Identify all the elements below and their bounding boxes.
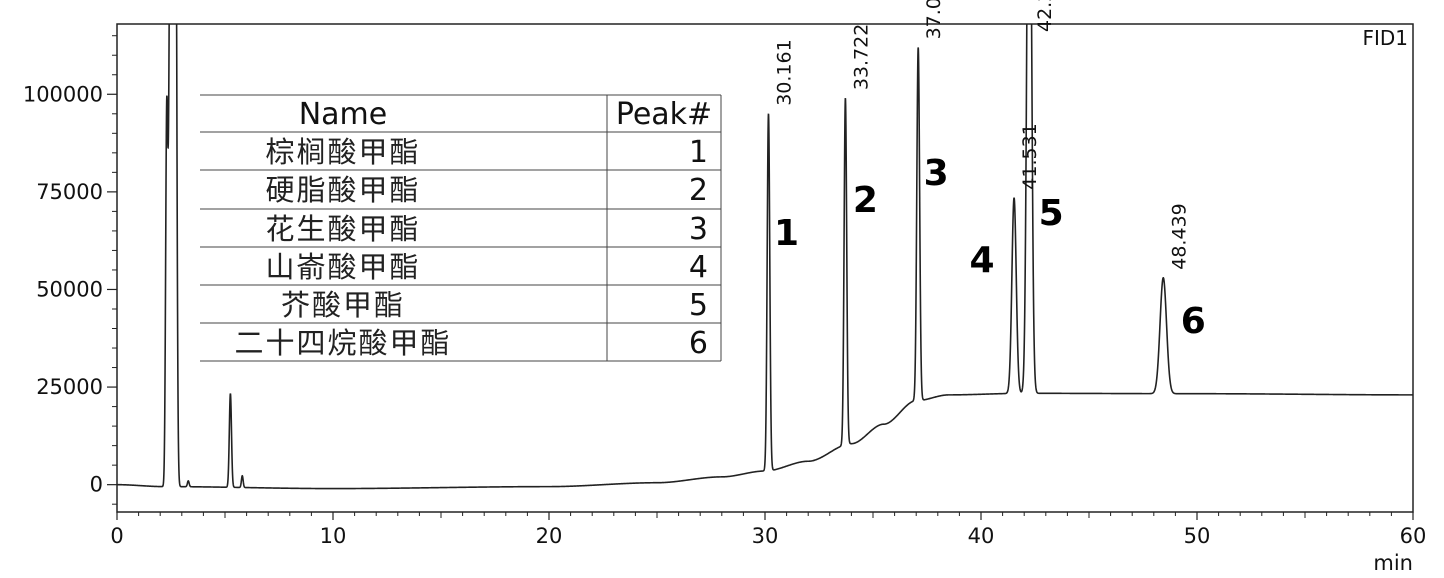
signal-trace [117, 24, 1413, 490]
peak-number: 4 [970, 240, 995, 281]
peak-retention-time: 42.232 [1034, 0, 1056, 32]
peak-number: 6 [1181, 301, 1206, 342]
table-cell-peak: 3 [689, 212, 708, 247]
table-frame [200, 95, 721, 362]
y-tick-label: 0 [90, 473, 103, 497]
y-tick-label: 100000 [23, 82, 103, 106]
x-tick-label: 40 [968, 524, 995, 548]
peak-retention-time: 48.439 [1168, 203, 1190, 269]
table-cell-peak: 2 [689, 173, 708, 208]
detector-label: FID1 [1362, 26, 1408, 50]
table-cell-name: 花生酸甲酯 [265, 212, 420, 246]
table-cell-peak: 5 [689, 288, 708, 323]
chromatogram-line [117, 24, 1413, 490]
table-cell-name: 二十四烷酸甲酯 [234, 326, 451, 360]
x-tick-label: 20 [536, 524, 563, 548]
peak-number: 3 [924, 153, 949, 194]
peak-retention-time: 30.161 [773, 39, 795, 105]
x-tick-label: 30 [752, 524, 779, 548]
x-tick-label: 10 [320, 524, 347, 548]
axes: 0 10 20 30 40 50 60 0 25000 50000 75000 100000 min [23, 35, 1427, 575]
y-tick-label: 50000 [36, 277, 103, 301]
peak-number: 1 [774, 213, 799, 254]
y-tick-label: 25000 [36, 375, 103, 399]
x-tick-label: 0 [110, 524, 123, 548]
table-cell-peak: 6 [689, 326, 708, 361]
peak-retention-time: 41.531 [1019, 123, 1041, 189]
table-header-peak: Peak# [616, 97, 712, 132]
peak-labels: 30.161 1 33.722 2 37.093 3 41.531 4 42.232 5 48.43… [773, 0, 1205, 342]
table-cell-name: 山嵛酸甲酯 [265, 250, 420, 284]
y-tick-label: 75000 [36, 180, 103, 204]
table-cell-peak: 1 [689, 135, 708, 170]
compound-table: Name Peak# 棕榈酸甲酯 1 硬脂酸甲酯 2 花生酸甲酯 3 山嵛酸甲酯… [200, 94, 722, 362]
table-cell-name: 棕榈酸甲酯 [265, 135, 420, 169]
table-cell-name: 硬脂酸甲酯 [265, 173, 420, 207]
x-tick-label: 60 [1400, 524, 1427, 548]
table-cell-name: 芥酸甲酯 [281, 288, 405, 322]
x-tick-label: 50 [1184, 524, 1211, 548]
peak-number: 5 [1039, 193, 1064, 234]
x-axis-label: min [1373, 551, 1413, 575]
peak-retention-time: 37.093 [923, 0, 945, 39]
table-header-name: Name [299, 97, 388, 132]
peak-retention-time: 33.722 [850, 24, 872, 90]
table-cell-peak: 4 [689, 250, 708, 285]
peak-number: 2 [853, 180, 878, 221]
